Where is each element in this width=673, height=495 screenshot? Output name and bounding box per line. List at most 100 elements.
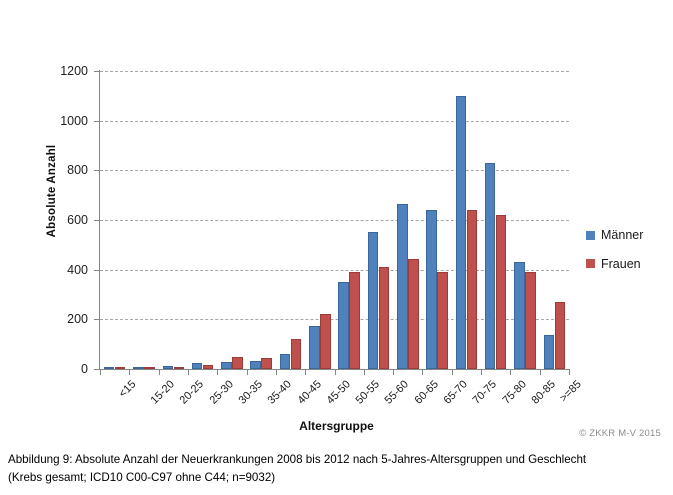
x-tick-mark — [275, 370, 277, 375]
legend-swatch-icon — [586, 230, 595, 240]
bar-frauen — [320, 314, 331, 369]
x-tick-label: 35-40 — [265, 378, 295, 407]
x-tick-mark — [510, 370, 512, 375]
gridline — [100, 120, 569, 122]
caption-line-2: (Krebs gesamt; ICD10 C00-C97 ohne C44; n… — [8, 470, 276, 484]
x-tick-mark — [334, 370, 336, 375]
x-tick-label: 40-45 — [295, 378, 324, 407]
x-tick-mark — [393, 370, 395, 375]
bar-maenner — [514, 262, 525, 369]
x-tick-mark — [187, 370, 189, 375]
bar-frauen — [144, 367, 155, 369]
caption-line-1: Abbildung 9: Absolute Anzahl der Neuerkr… — [8, 453, 587, 466]
bar-maenner — [397, 203, 408, 369]
y-tick-label: 1200 — [60, 64, 88, 78]
y-tick-mark — [94, 369, 100, 370]
gridline — [100, 170, 569, 172]
bar-frauen — [437, 272, 448, 369]
plot-area — [100, 71, 569, 369]
bar-frauen — [173, 367, 185, 369]
x-axis-line — [99, 369, 570, 370]
y-tick-mark — [94, 220, 100, 221]
bar-maenner — [426, 210, 437, 369]
bar-maenner — [367, 232, 379, 369]
y-axis-title: Absolute Anzahl — [46, 144, 58, 238]
x-tick-mark — [246, 370, 248, 375]
bar-frauen — [554, 301, 566, 369]
legend-item-maenner[interactable]: Männer — [586, 229, 672, 242]
bar-frauen — [466, 210, 478, 369]
x-tick-label: 80-85 — [529, 378, 558, 407]
bar-maenner — [309, 325, 320, 369]
x-tick-mark — [158, 370, 160, 375]
x-tick-label: 30-35 — [236, 378, 265, 407]
x-tick-mark — [100, 370, 101, 375]
x-axis-title: Altersgruppe — [299, 419, 374, 433]
bar-maenner — [279, 354, 291, 369]
x-tick-mark — [569, 370, 570, 375]
gridline — [100, 71, 569, 72]
legend-item-frauen[interactable]: Frauen — [586, 256, 672, 271]
x-tick-label: 55-60 — [383, 378, 412, 407]
bar-maenner — [543, 335, 555, 369]
x-tick-label: 45-50 — [324, 378, 353, 407]
bar-frauen — [495, 215, 507, 369]
gridline — [100, 220, 569, 221]
gridline — [100, 269, 569, 271]
bar-maenner — [338, 282, 349, 369]
x-tick-mark — [422, 370, 424, 375]
legend-item-label: Männer — [601, 228, 644, 242]
x-tick-mark — [217, 370, 219, 375]
x-tick-mark — [129, 370, 131, 375]
x-tick-label: 50-55 — [353, 378, 383, 407]
chart-figure: Absolute Anzahl 0 200 400 600 800 1000 1200 <1… — [46, 64, 672, 439]
y-tick-label: 1000 — [60, 113, 88, 128]
bar-maenner — [455, 95, 467, 369]
bar-frauen — [290, 339, 302, 369]
y-tick-label: 0 — [81, 362, 88, 376]
bar-frauen — [378, 267, 390, 369]
x-tick-mark — [451, 370, 453, 375]
x-tick-label: 20-25 — [177, 378, 207, 407]
bar-frauen — [114, 367, 126, 369]
x-tick-label: 70-75 — [470, 378, 500, 407]
x-tick-mark — [363, 370, 365, 375]
bar-frauen — [202, 365, 214, 369]
x-tick-mark — [305, 370, 307, 375]
y-tick-label: 600 — [67, 213, 88, 227]
legend-swatch-icon — [586, 259, 595, 269]
y-tick-label: 800 — [67, 163, 88, 178]
x-tick-label: 25-30 — [207, 378, 236, 407]
x-tick-mark — [539, 370, 541, 375]
bar-frauen — [232, 357, 243, 369]
y-tick-label: 400 — [67, 262, 88, 277]
bar-frauen — [349, 272, 360, 369]
bar-maenner — [484, 162, 496, 369]
y-tick-mark — [94, 269, 100, 271]
bar-maenner — [162, 365, 174, 369]
bar-maenner — [133, 367, 144, 369]
bar-frauen — [408, 258, 419, 369]
figure-caption: Abbildung 9: Absolute Anzahl der Neuerkr… — [8, 451, 668, 487]
copyright-notice: © ZKKR M-V 2015 — [579, 428, 661, 439]
y-tick-mark — [94, 71, 100, 72]
x-tick-label: >=85 — [557, 378, 585, 405]
x-tick-label: 60-65 — [412, 378, 441, 407]
gridline — [100, 319, 569, 321]
legend-item-label: Frauen — [601, 256, 641, 271]
x-tick-label: 65-70 — [441, 378, 471, 407]
y-tick-mark — [94, 170, 100, 172]
y-tick-mark — [94, 319, 100, 321]
bar-frauen — [261, 357, 272, 369]
chart-legend: Männer Frauen — [586, 229, 672, 286]
bar-maenner — [250, 360, 261, 369]
x-tick-mark — [481, 370, 483, 375]
bar-maenner — [103, 367, 115, 369]
y-tick-mark — [94, 120, 100, 122]
x-tick-label: 15-20 — [148, 378, 177, 407]
y-tick-label: 200 — [67, 312, 88, 327]
bar-maenner — [191, 362, 203, 369]
bar-frauen — [525, 272, 536, 369]
bar-maenner — [221, 362, 232, 369]
x-tick-label: <15 — [116, 378, 139, 400]
